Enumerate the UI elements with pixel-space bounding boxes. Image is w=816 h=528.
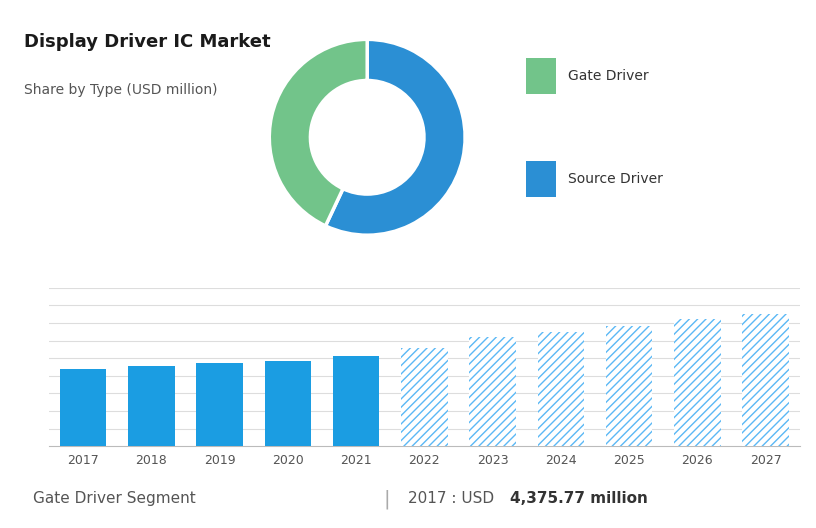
Text: |: | [384, 489, 390, 508]
Text: Share by Type (USD million): Share by Type (USD million) [24, 83, 218, 97]
Bar [605, 326, 652, 446]
Bar [538, 332, 584, 446]
Bar [526, 161, 557, 197]
Bar [333, 356, 379, 446]
Text: 2017 : USD: 2017 : USD [408, 492, 499, 506]
Text: Gate Driver: Gate Driver [569, 69, 649, 83]
Bar [674, 319, 721, 446]
Bar [526, 58, 557, 95]
Text: Source Driver: Source Driver [569, 172, 663, 186]
Wedge shape [269, 40, 367, 226]
Text: Display Driver IC Market: Display Driver IC Market [24, 33, 271, 51]
Bar [469, 337, 516, 446]
Bar [264, 361, 311, 446]
Bar [197, 363, 243, 446]
Text: Gate Driver Segment: Gate Driver Segment [33, 492, 195, 506]
Bar [401, 347, 447, 446]
Text: 4,375.77 million: 4,375.77 million [510, 492, 648, 506]
Bar [60, 369, 106, 446]
Wedge shape [326, 40, 465, 235]
Bar [743, 314, 789, 446]
Bar [128, 366, 175, 446]
